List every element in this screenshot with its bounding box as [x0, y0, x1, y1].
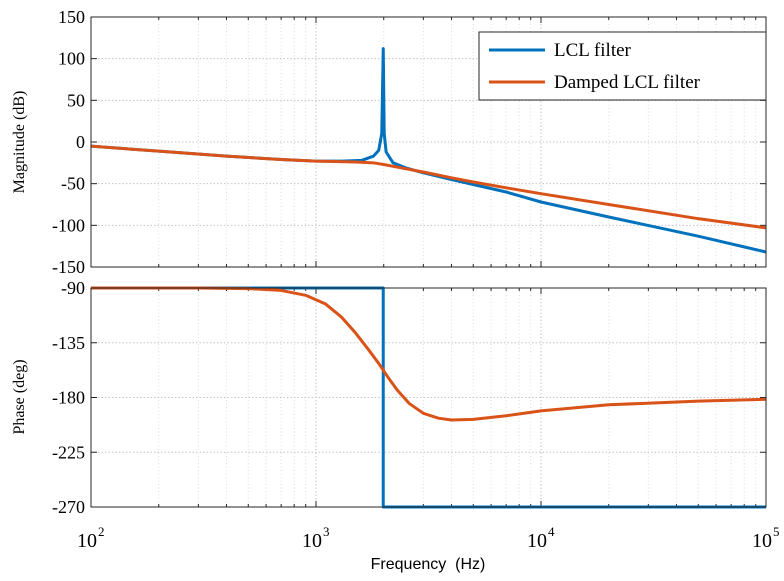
phase-panel: -90-135-180-225-270 Phase (deg) 10 2 10 3 10… — [11, 278, 780, 573]
x-tick-exponent: 2 — [98, 524, 105, 539]
legend: LCL filter Damped LCL filter — [478, 31, 767, 101]
magnitude-axes-box — [90, 16, 767, 268]
y-tick-label: -50 — [61, 174, 85, 194]
y-tick-label: -135 — [52, 333, 85, 353]
y-tick-label: -150 — [52, 257, 85, 277]
magnitude-y-ticks: 150 100 50 0 -50 -100 -150 — [52, 7, 85, 277]
legend-label-lcl: LCL filter — [554, 40, 632, 61]
x-tick-exponent: 5 — [773, 524, 780, 539]
y-tick-label: 0 — [76, 132, 85, 152]
magnitude-grid — [91, 16, 766, 268]
y-tick-label: 100 — [58, 49, 85, 69]
phase-line-damped-lcl-filter — [91, 286, 767, 422]
x-tick-exponent: 3 — [323, 524, 330, 539]
y-tick-label: -270 — [52, 497, 85, 517]
y-tick-label: -225 — [52, 442, 85, 462]
magnitude-panel: 150 100 50 0 -50 -100 -150 Magnitude (dB) LCL … — [11, 7, 767, 277]
x-axis-label: Frequency (Hz) — [371, 556, 486, 573]
x-tick-label: 10 — [77, 530, 97, 552]
phase-axes-box — [90, 287, 767, 508]
phase-y-label: Phase (deg) — [11, 359, 28, 434]
x-tick-label: 10 — [527, 530, 547, 552]
magnitude-line-damped-lcl-filter — [90, 144, 767, 230]
y-tick-label: 150 — [58, 7, 85, 27]
y-tick-label: -100 — [52, 215, 85, 235]
x-tick-label: 10 — [752, 530, 772, 552]
legend-label-damped: Damped LCL filter — [554, 72, 701, 93]
magnitude-y-label: Magnitude (dB) — [11, 91, 28, 194]
phase-y-ticks: -90 -135 -180 -225 -270 — [52, 278, 85, 517]
magnitude-lines — [90, 47, 767, 254]
x-tick-labels: 10 2 10 3 10 4 10 5 — [77, 524, 780, 552]
y-tick-label: 50 — [67, 90, 85, 110]
x-tick-exponent: 4 — [548, 524, 555, 539]
y-tick-label: -90 — [61, 278, 85, 298]
x-tick-label: 10 — [302, 530, 322, 552]
legend-box — [478, 31, 767, 101]
y-tick-label: -180 — [52, 388, 85, 408]
